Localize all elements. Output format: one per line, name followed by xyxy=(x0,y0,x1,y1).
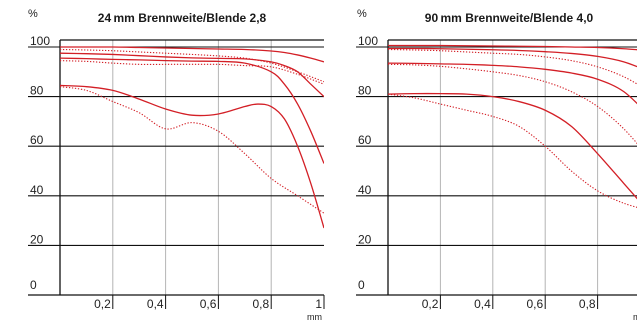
x-tick-label: 0,4 xyxy=(474,297,491,311)
chart-title: 90 mm Brennweite/Blende 4,0 xyxy=(425,11,594,25)
x-tick-label: 0,2 xyxy=(94,297,111,311)
series-line-solid xyxy=(388,92,637,200)
series-line-solid xyxy=(60,57,324,164)
y-tick-label: 60 xyxy=(358,133,372,147)
chart-90mm: 90 mm Brennweite/Blende 4,0% 0 20 40 60 80 100… xyxy=(356,8,637,322)
y-tick-label: 40 xyxy=(358,183,372,197)
y-tick-label: 0 xyxy=(358,278,365,292)
y-axis-label: % xyxy=(357,8,367,20)
x-tick-label: 0,8 xyxy=(579,297,596,311)
y-tick-label: 80 xyxy=(30,84,44,98)
x-tick-label: 0,4 xyxy=(147,297,164,311)
chart-title: 24 mm Brennweite/Blende 2,8 xyxy=(98,11,267,25)
y-axis-label: % xyxy=(28,8,38,20)
series-group xyxy=(60,46,324,229)
series-line-dotted xyxy=(60,86,324,214)
x-tick-label: 0,8 xyxy=(253,297,270,311)
series-line-solid xyxy=(388,44,637,51)
y-tick-label: 80 xyxy=(358,84,372,98)
y-tick-label: 40 xyxy=(30,183,44,197)
series-line-dotted xyxy=(388,93,637,208)
series-group xyxy=(388,44,637,208)
y-tick-label: 100 xyxy=(30,34,50,48)
x-axis-label: mm xyxy=(307,312,322,322)
series-line-dotted xyxy=(388,63,637,145)
series-line-solid xyxy=(388,47,637,68)
x-axis-label: mm xyxy=(633,312,637,322)
x-tick-label: 0,6 xyxy=(200,297,217,311)
series-line-dotted xyxy=(388,48,637,85)
x-tick-label: 1 xyxy=(315,297,322,311)
x-tick-label: 0,6 xyxy=(527,297,544,311)
x-tick-label: 0,2 xyxy=(422,297,439,311)
series-line-solid xyxy=(60,84,324,229)
series-line-solid xyxy=(60,52,324,98)
y-tick-label: 20 xyxy=(30,232,44,246)
series-line-dotted xyxy=(60,60,324,85)
series-line-dotted xyxy=(60,48,324,83)
y-tick-label: 20 xyxy=(358,232,372,246)
series-line-solid xyxy=(60,46,324,63)
y-tick-label: 60 xyxy=(30,133,44,147)
y-tick-label: 0 xyxy=(30,278,37,292)
chart-24mm: 24 mm Brennweite/Blende 2,8% 0 20 40 60 80 100… xyxy=(28,8,325,322)
y-tick-label: 100 xyxy=(358,34,378,48)
series-line-solid xyxy=(388,62,637,105)
